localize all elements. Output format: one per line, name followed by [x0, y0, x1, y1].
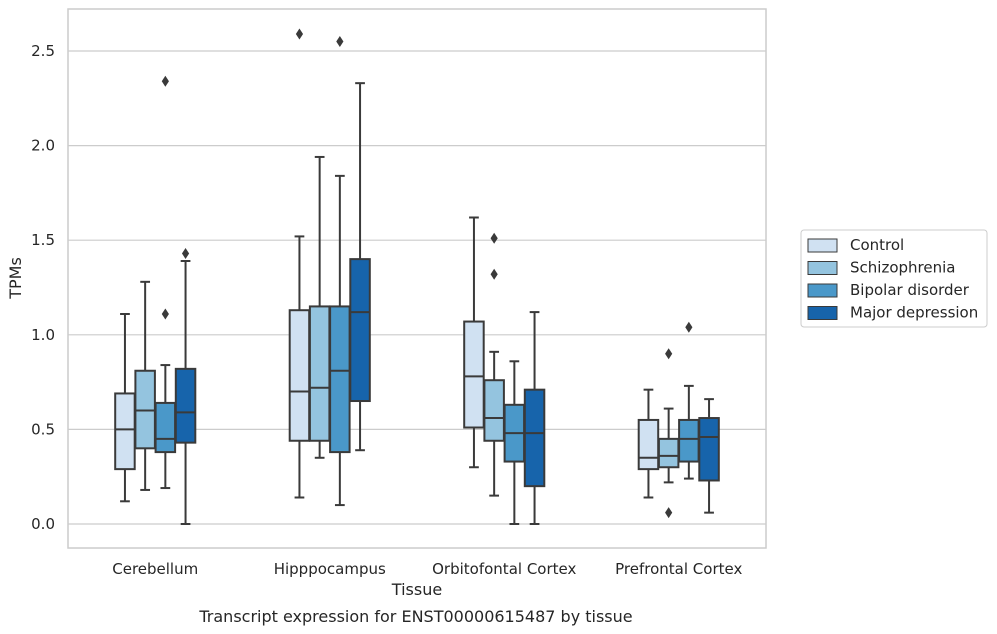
box-body [329, 305, 351, 454]
y-tick-label: 0.0 [31, 515, 55, 533]
outlier-point [490, 268, 498, 280]
outlier-point [336, 36, 344, 48]
legend-label: Major depression [850, 304, 978, 322]
box-body [154, 401, 177, 454]
legend-label: Bipolar disorder [850, 281, 970, 299]
outlier-point [490, 232, 498, 244]
outlier-point [665, 507, 673, 519]
box [483, 232, 505, 497]
outlier-point [665, 348, 673, 360]
box-body [288, 309, 311, 442]
box [657, 348, 680, 519]
box-body [463, 320, 485, 429]
box-body [698, 417, 720, 482]
outlier-point [161, 308, 169, 320]
box-body [523, 388, 546, 488]
y-tick-labels: 0.0 0.5 1.0 1.5 2.0 2.5 [31, 42, 55, 533]
legend: Control Schizophrenia Bipolar disorder Majo… [800, 229, 988, 328]
box [308, 155, 331, 459]
box-groups [114, 28, 720, 525]
y-tick-label: 1.0 [31, 326, 55, 344]
legend-swatch [807, 283, 838, 298]
y-tick-label: 0.5 [31, 420, 55, 438]
box [523, 311, 546, 525]
box-body [678, 418, 700, 463]
outlier-point [161, 75, 169, 87]
box-body [174, 367, 197, 444]
box-body [637, 418, 660, 471]
box [678, 321, 700, 480]
box [154, 75, 177, 490]
box [174, 247, 197, 525]
outlier-point [295, 28, 304, 40]
legend-swatch [807, 306, 838, 320]
outlier-point [181, 247, 190, 259]
box [349, 82, 371, 452]
box [114, 312, 136, 503]
x-tick-label: Hipppocampus [274, 560, 386, 578]
box-body [657, 437, 680, 469]
outlier-point [685, 321, 693, 333]
plot-frame [67, 8, 767, 549]
y-axis-label: TPMs [6, 257, 25, 300]
y-tick-label: 1.5 [31, 231, 55, 249]
box [463, 216, 485, 469]
y-tick-label: 2.0 [31, 137, 55, 155]
box-body [308, 305, 331, 442]
x-axis-label: Tissue [391, 580, 442, 599]
box [134, 280, 156, 491]
box [637, 388, 660, 499]
legend-swatch [807, 261, 838, 275]
x-tick-label: Orbitofontal Cortex [432, 560, 576, 578]
box [288, 28, 311, 499]
box-body [349, 258, 371, 403]
chart-caption: Transcript expression for ENST0000061548… [198, 607, 632, 626]
box [503, 360, 526, 525]
legend-label: Control [850, 236, 904, 254]
x-tick-labels: Cerebellum Hipppocampus Orbitofontal Corte… [112, 560, 742, 578]
box-body [114, 392, 136, 471]
x-tick-label: Cerebellum [112, 560, 198, 578]
y-tick-label: 2.5 [31, 42, 55, 60]
box [329, 36, 351, 507]
box-body [483, 379, 505, 442]
legend-label: Schizophrenia [850, 259, 955, 277]
box [698, 398, 720, 514]
x-tick-label: Prefrontal Cortex [615, 560, 742, 578]
legend-swatch [807, 238, 838, 253]
legend-frame [800, 229, 988, 328]
